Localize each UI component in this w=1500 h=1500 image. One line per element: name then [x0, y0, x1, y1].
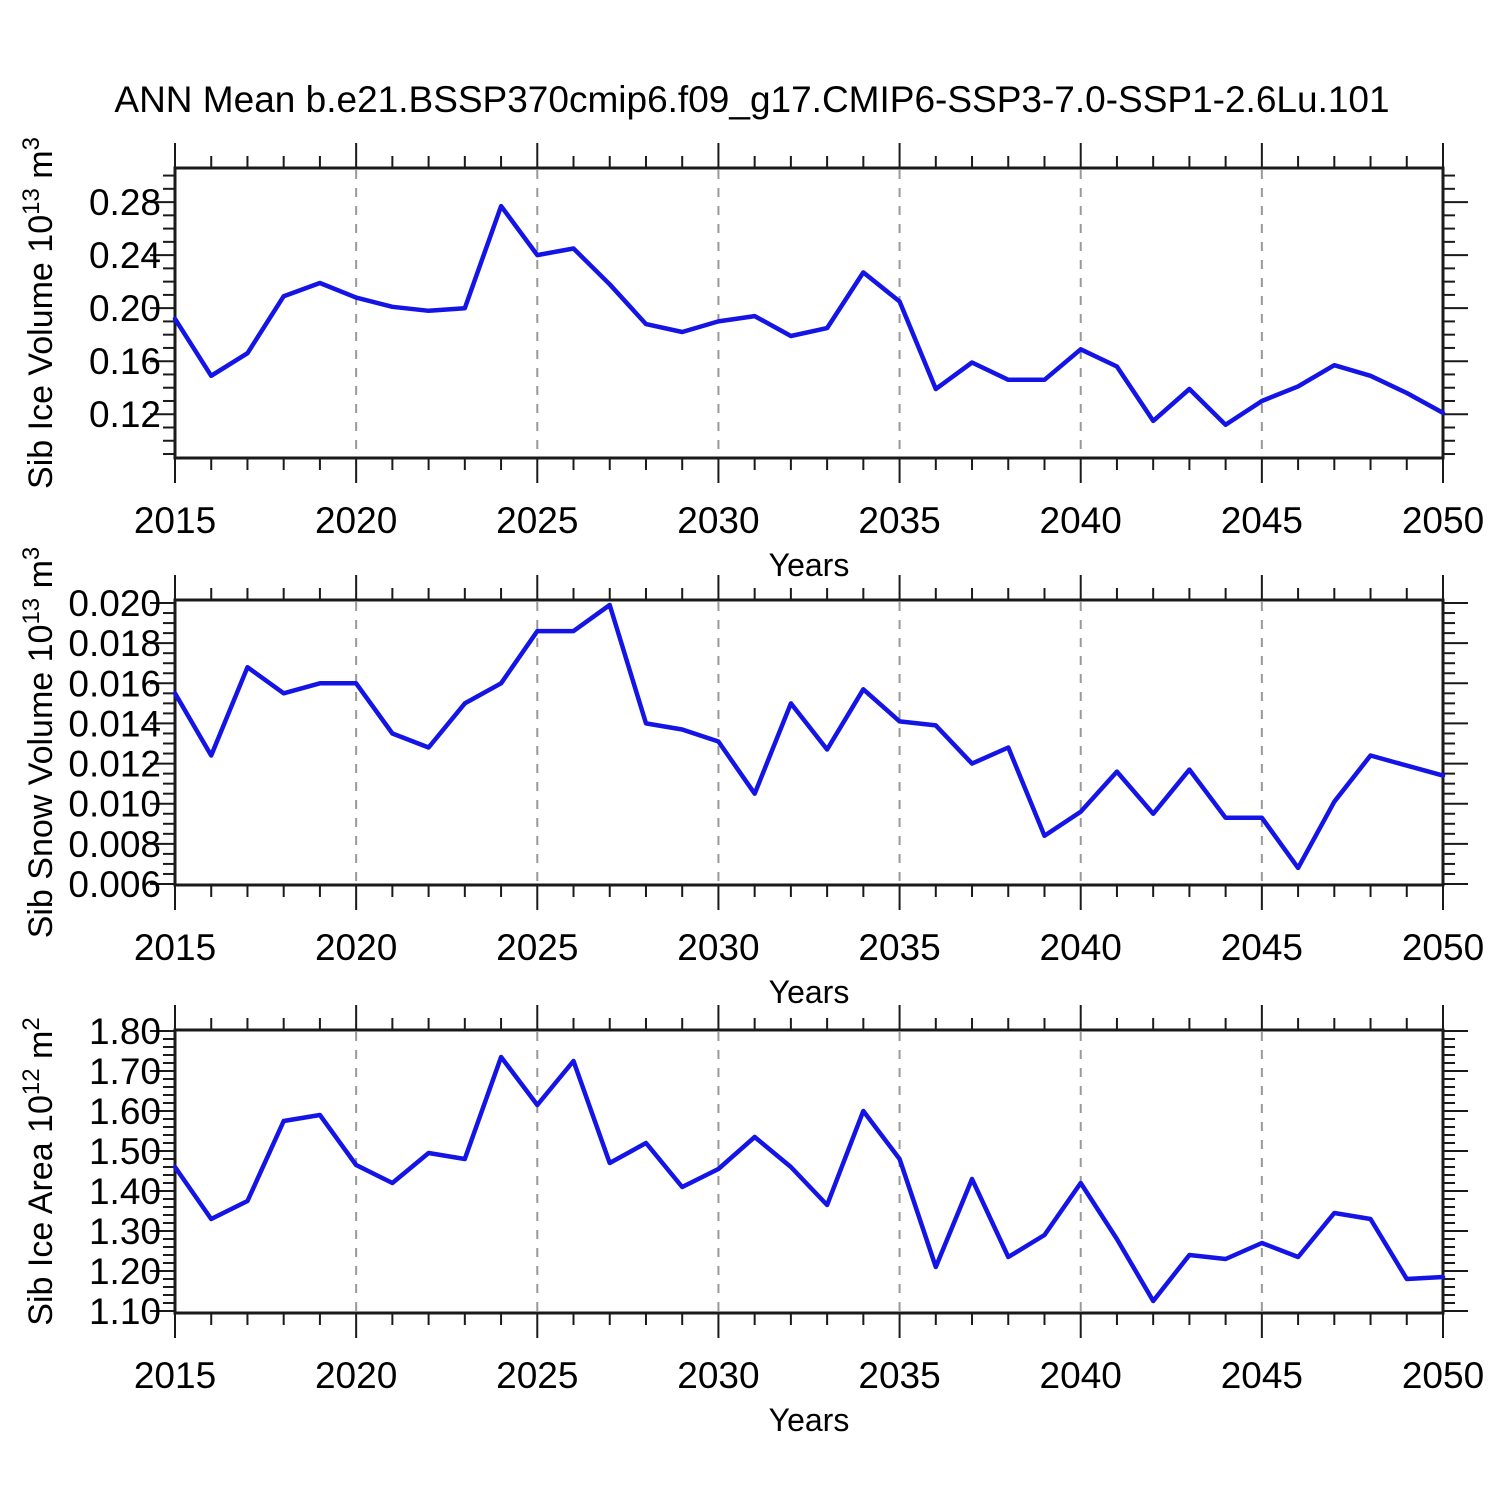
y-tick-label: 1.10	[89, 1291, 161, 1332]
y-tick-label: 1.60	[89, 1091, 161, 1132]
y-tick-label: 0.012	[68, 744, 161, 785]
y-tick-label: 1.20	[89, 1251, 161, 1292]
y-tick-label: 0.28	[89, 182, 161, 223]
y-tick-label: 0.020	[68, 583, 161, 624]
x-tick-label: 2030	[677, 500, 759, 541]
y-tick-label: 0.16	[89, 341, 161, 382]
x-tick-label: 2020	[315, 927, 397, 968]
y-tick-label: 1.70	[89, 1051, 161, 1092]
x-tick-label: 2015	[134, 927, 216, 968]
y-axis-title: Sib Ice Volume 1013 m3	[18, 137, 60, 489]
x-tick-label: 2040	[1040, 927, 1122, 968]
y-axis-title: Sib Ice Area 1012 m2	[18, 1017, 60, 1325]
y-tick-label: 1.50	[89, 1131, 161, 1172]
x-tick-label: 2025	[496, 927, 578, 968]
x-tick-label: 2015	[134, 500, 216, 541]
y-tick-label: 0.24	[89, 235, 161, 276]
x-tick-label: 2030	[677, 927, 759, 968]
x-tick-label: 2045	[1221, 927, 1303, 968]
x-tick-label: 2035	[858, 927, 940, 968]
x-tick-label: 2045	[1221, 500, 1303, 541]
x-tick-label: 2035	[858, 500, 940, 541]
panel-sib-ice-area: 2015 2020 2025 2030 2035 2040 2045 2050 Years 1.1…	[18, 1005, 1484, 1438]
y-tick-label: 0.12	[89, 394, 161, 435]
x-axis-title: Years	[769, 1402, 850, 1438]
x-tick-label: 2050	[1402, 1355, 1484, 1396]
y-tick-label: 0.014	[68, 703, 161, 744]
x-tick-label: 2050	[1402, 927, 1484, 968]
x-tick-label: 2030	[677, 1355, 759, 1396]
series-line-sib-snow-volume	[172, 602, 1446, 871]
x-tick-label: 2025	[496, 500, 578, 541]
y-tick-label: 0.016	[68, 663, 161, 704]
x-axis-title: Years	[769, 974, 850, 1010]
x-tick-label: 2035	[858, 1355, 940, 1396]
series-line-sib-ice-area	[172, 1054, 1446, 1304]
x-tick-label: 2045	[1221, 1355, 1303, 1396]
y-tick-label: 0.20	[89, 288, 161, 329]
x-tick-label: 2025	[496, 1355, 578, 1396]
plot-frame	[173, 598, 1445, 887]
y-tick-label: 0.006	[68, 864, 161, 905]
x-tick-label: 2020	[315, 1355, 397, 1396]
y-tick-label: 1.80	[89, 1011, 161, 1052]
series-line-sib-ice-volume	[172, 203, 1446, 428]
x-axis-title: Years	[769, 547, 850, 583]
x-tick-label: 2015	[134, 1355, 216, 1396]
panel-sib-ice-volume: 2015 2020 2025 2030 2035 2040 2045 2050 Years 0.1…	[18, 137, 1484, 583]
x-tick-label: 2040	[1040, 500, 1122, 541]
figure-title: ANN Mean b.e21.BSSP370cmip6.f09_g17.CMIP…	[114, 79, 1389, 120]
y-tick-label: 0.008	[68, 824, 161, 865]
plot-frame	[173, 166, 1445, 460]
y-tick-label: 1.30	[89, 1211, 161, 1252]
x-tick-label: 2020	[315, 500, 397, 541]
plot-frame	[173, 1028, 1445, 1315]
x-tick-label: 2050	[1402, 500, 1484, 541]
y-tick-label: 0.018	[68, 623, 161, 664]
y-axis-title: Sib Snow Volume 1013 m3	[18, 547, 60, 939]
panel-sib-snow-volume: 2015 2020 2025 2030 2035 2040 2045 2050 Years 0.0…	[18, 547, 1484, 1010]
y-tick-label: 0.010	[68, 784, 161, 825]
y-tick-label: 1.40	[89, 1171, 161, 1212]
x-tick-label: 2040	[1040, 1355, 1122, 1396]
